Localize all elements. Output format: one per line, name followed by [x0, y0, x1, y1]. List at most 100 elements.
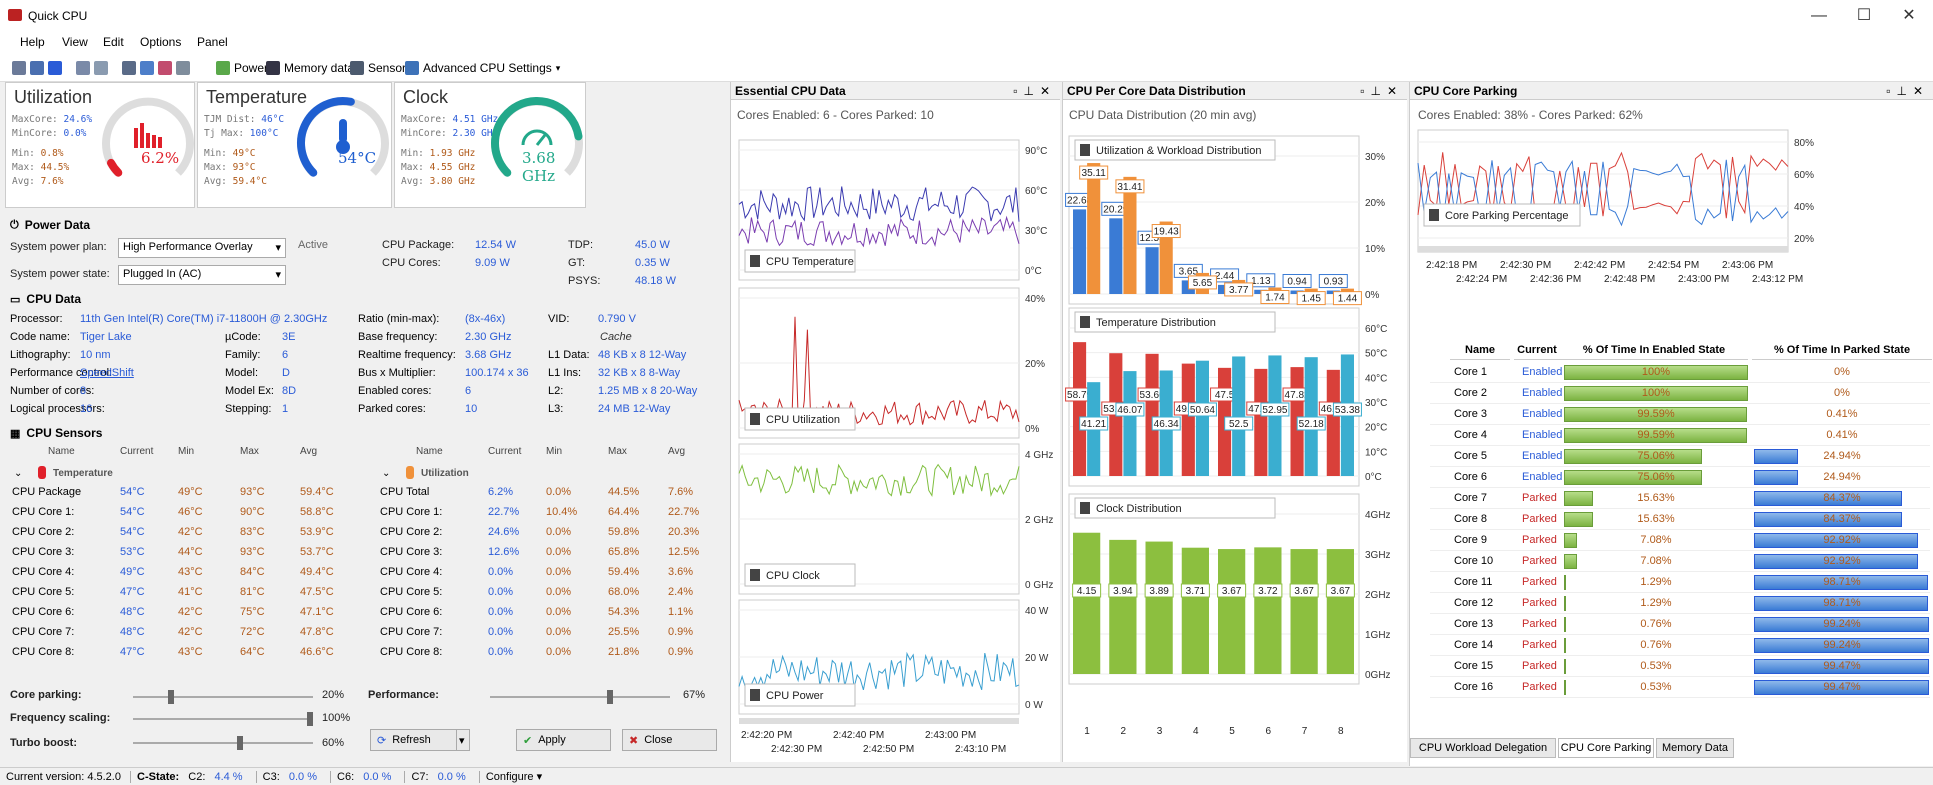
table-column-header[interactable]: Current	[1514, 340, 1560, 360]
refresh-dropdown-button[interactable]: ▾	[456, 729, 470, 751]
tab-core-parking[interactable]: CPU Core Parking	[1558, 738, 1654, 758]
data-label-box	[1289, 583, 1319, 598]
sensor-value: 0.0%	[546, 646, 572, 658]
table-row[interactable]	[1430, 593, 1930, 614]
table-row[interactable]	[1430, 383, 1930, 404]
power-state-select[interactable]: Plugged In (AC) ▾	[118, 265, 286, 285]
horizontal-scrollbar[interactable]	[1418, 246, 1788, 252]
core-parking-thumb[interactable]	[167, 690, 174, 704]
sensor-value: 65.8%	[608, 546, 640, 558]
performance-slider[interactable]	[490, 690, 670, 704]
sensor-column-header[interactable]: Min	[546, 446, 563, 457]
menu-view[interactable]: View	[62, 35, 88, 49]
table-column-header[interactable]: % Of Time In Enabled State	[1560, 340, 1748, 360]
sensor-column-header[interactable]: Name	[48, 446, 75, 457]
cpu-field-label: Enabled cores:	[358, 385, 432, 397]
table-row[interactable]	[1430, 467, 1930, 488]
gauge-fill	[491, 97, 583, 177]
gauge-icon[interactable]	[122, 61, 136, 75]
power-plan-select[interactable]: High Performance Overlay ▾	[118, 238, 286, 258]
menu-panel[interactable]: Panel	[197, 35, 228, 49]
table-row[interactable]	[1430, 530, 1930, 551]
power-button[interactable]: Power	[216, 59, 268, 77]
frequency-scaling-slider[interactable]	[133, 712, 313, 726]
sensors-button[interactable]: Sensors	[350, 59, 412, 77]
sensor-column-header[interactable]: Avg	[668, 446, 686, 457]
y-tick-label: 0°C	[1025, 266, 1042, 277]
close-window-button[interactable]: ✕	[1902, 7, 1916, 24]
sensor-column-header[interactable]: Current	[120, 446, 154, 457]
table-row[interactable]	[1430, 446, 1930, 467]
menu-help[interactable]: Help	[20, 35, 45, 49]
sensor-column-header[interactable]: Min	[178, 446, 195, 457]
apply-button[interactable]: ✔ Apply	[516, 729, 611, 751]
core-parking-slider[interactable]	[133, 690, 313, 704]
minimize-button[interactable]: —	[1811, 7, 1827, 24]
table-row[interactable]	[1430, 362, 1930, 383]
cpu-field-value: Tiger Lake	[80, 331, 132, 343]
table-row[interactable]	[1430, 425, 1930, 446]
chart-bar	[1123, 371, 1137, 476]
tab-workload[interactable]: CPU Workload Delegation	[1410, 738, 1556, 758]
close-button[interactable]: ✖ Close	[622, 729, 717, 751]
sensor-column-header[interactable]: Max	[608, 446, 627, 457]
turbo-boost-slider[interactable]	[133, 736, 313, 750]
table-row[interactable]	[1430, 509, 1930, 530]
menu-edit[interactable]: Edit	[103, 35, 124, 49]
refresh-button[interactable]: ⟳ Refresh	[370, 729, 470, 751]
bar-chart-medium-icon[interactable]	[30, 61, 44, 75]
memory-data-button[interactable]: Memory data	[266, 59, 354, 77]
collapse-chevron-icon[interactable]: ⌄	[382, 468, 391, 479]
monitor-icon[interactable]	[140, 61, 154, 75]
chart-title: Utilization & Workload Distribution	[1096, 145, 1261, 157]
maximize-button[interactable]: ☐	[1856, 7, 1872, 24]
sensor-column-header[interactable]: Avg	[300, 446, 318, 457]
sensor-name: CPU Core 7:	[380, 626, 443, 638]
configure-menu[interactable]: Configure ▾	[478, 771, 543, 783]
table-row[interactable]	[1430, 488, 1930, 509]
table-column-header[interactable]: Name	[1450, 340, 1510, 360]
data-label-box	[1224, 416, 1254, 431]
table-row[interactable]	[1430, 656, 1930, 677]
cpu-field-value[interactable]: SpeedShift	[80, 367, 134, 379]
bar-chart-small-icon[interactable]	[12, 61, 26, 75]
table-row[interactable]	[1430, 614, 1930, 635]
table-row[interactable]	[1430, 572, 1930, 593]
performance-thumb[interactable]	[606, 690, 613, 704]
essential-summary: Cores Enabled: 6 - Cores Parked: 10	[737, 108, 934, 122]
core-name: Core 7	[1454, 492, 1488, 504]
core-name: Core 11	[1454, 576, 1493, 588]
sensor-name: CPU Core 5:	[12, 586, 75, 598]
turbo-boost-thumb[interactable]	[237, 736, 244, 750]
panel-controls-icon[interactable]: ▫⊥✕	[1360, 84, 1403, 98]
cpu-field-label: Parked cores:	[358, 403, 426, 415]
table-row[interactable]	[1430, 551, 1930, 572]
bar-chart-large-icon[interactable]	[48, 61, 62, 75]
sensor-column-header[interactable]: Name	[416, 446, 443, 457]
sensors-icon	[350, 61, 364, 75]
data-label: 5.65	[1193, 278, 1213, 289]
list-icon[interactable]	[176, 61, 190, 75]
table-column-header[interactable]: % Of Time In Parked State	[1752, 340, 1932, 360]
table-row[interactable]	[1430, 404, 1930, 425]
collapse-chevron-icon[interactable]: ⌄	[14, 468, 23, 479]
y-tick-label: 40%	[1025, 294, 1045, 305]
panel-controls-icon[interactable]: ▫⊥✕	[1886, 84, 1929, 98]
report-icon[interactable]	[158, 61, 172, 75]
advanced-cpu-settings-button[interactable]: Advanced CPU Settings ▾	[405, 59, 560, 77]
cpu-cores-power-value: 9.09 W	[475, 257, 510, 269]
cpu-settings-icon[interactable]	[76, 61, 90, 75]
image-icon[interactable]	[94, 61, 108, 75]
tab-memory[interactable]: Memory Data	[1656, 738, 1734, 758]
sensor-column-header[interactable]: Current	[488, 446, 522, 457]
frequency-scaling-thumb[interactable]	[307, 712, 313, 726]
sensor-column-header[interactable]: Max	[240, 446, 259, 457]
panel-controls-icon[interactable]: ▫⊥✕	[1013, 84, 1056, 98]
y-tick-label: 20%	[1025, 359, 1045, 370]
menu-options[interactable]: Options	[140, 35, 182, 49]
enabled-percent-value: 15.63%	[1637, 513, 1675, 525]
table-row[interactable]	[1430, 677, 1930, 698]
sensor-value: 24.6%	[488, 526, 520, 538]
horizontal-scrollbar[interactable]	[739, 718, 1019, 724]
table-row[interactable]	[1430, 635, 1930, 656]
